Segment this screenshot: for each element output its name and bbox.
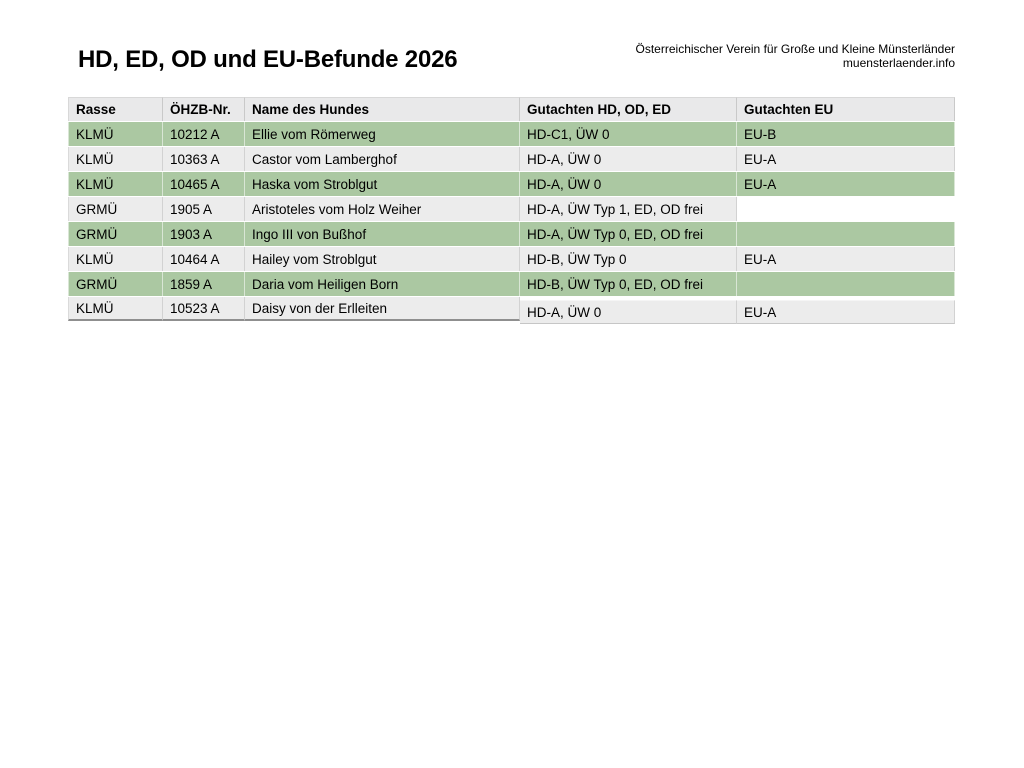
column-header-rasse: Rasse [68,97,163,121]
cell-gutachten-eu: EU-B [737,122,955,146]
cell-oehzb-nr: 1903 A [163,222,245,246]
cell-gutachten-hd-od-ed: HD-A, ÜW Typ 1, ED, OD frei [520,197,737,221]
cell-oehzb-nr: 1905 A [163,197,245,221]
cell-gutachten-eu: EU-A [737,172,955,196]
cell-name: Daria vom Heiligen Born [245,272,520,296]
cell-name: Ingo III von Bußhof [245,222,520,246]
cell-oehzb-nr: 10464 A [163,247,245,271]
cell-name: Haska vom Stroblgut [245,172,520,196]
table-row: GRMÜ 1859 A Daria vom Heiligen Born HD-B… [68,272,955,296]
cell-rasse: GRMÜ [68,197,163,221]
cell-rasse: KLMÜ [68,247,163,271]
cell-gutachten-eu: EU-A [737,300,955,324]
cell-oehzb-nr: 10212 A [163,122,245,146]
table-row: KLMÜ 10523 A Daisy von der Erlleiten HD-… [68,297,955,324]
cell-oehzb-nr: 10465 A [163,172,245,196]
cell-name: Daisy von der Erlleiten [245,297,520,321]
cell-gutachten-hd-od-ed: HD-A, ÜW 0 [520,300,737,324]
cell-gutachten-eu [737,197,955,221]
cell-name: Castor vom Lamberghof [245,147,520,171]
cell-oehzb-nr: 10363 A [163,147,245,171]
cell-gutachten-eu [737,222,955,246]
table-row: KLMÜ 10464 A Hailey vom Stroblgut HD-B, … [68,247,955,271]
organization-block: Österreichischer Verein für Große und Kl… [636,42,955,70]
cell-gutachten-eu [737,272,955,296]
cell-rasse: GRMÜ [68,272,163,296]
table-header-row: Rasse ÖHZB-Nr. Name des Hundes Gutachten… [68,97,955,121]
cell-gutachten-hd-od-ed: HD-C1, ÜW 0 [520,122,737,146]
cell-rasse: KLMÜ [68,297,163,321]
cell-name: Aristoteles vom Holz Weiher [245,197,520,221]
cell-rasse: KLMÜ [68,172,163,196]
cell-gutachten-hd-od-ed: HD-B, ÜW Typ 0 [520,247,737,271]
cell-oehzb-nr: 1859 A [163,272,245,296]
column-header-oehzb-nr: ÖHZB-Nr. [163,97,245,121]
cell-gutachten-hd-od-ed: HD-A, ÜW Typ 0, ED, OD frei [520,222,737,246]
cell-rasse: GRMÜ [68,222,163,246]
cell-rasse: KLMÜ [68,122,163,146]
cell-name: Ellie vom Römerweg [245,122,520,146]
cell-gutachten-eu: EU-A [737,147,955,171]
organization-name: Österreichischer Verein für Große und Kl… [635,42,955,56]
table-row: GRMÜ 1905 A Aristoteles vom Holz Weiher … [68,197,955,221]
cell-gutachten-eu: EU-A [737,247,955,271]
page-title: HD, ED, OD und EU-Befunde 2026 [78,46,458,73]
column-header-gutachten-eu: Gutachten EU [737,97,955,121]
table-row: KLMÜ 10363 A Castor vom Lamberghof HD-A,… [68,147,955,171]
cell-gutachten-hd-od-ed: HD-B, ÜW Typ 0, ED, OD frei [520,272,737,296]
cell-gutachten-hd-od-ed: HD-A, ÜW 0 [520,147,737,171]
organization-website: muensterlaender.info [842,56,955,70]
table-row: KLMÜ 10465 A Haska vom Stroblgut HD-A, Ü… [68,172,955,196]
befunde-table: Rasse ÖHZB-Nr. Name des Hundes Gutachten… [68,96,955,324]
cell-rasse: KLMÜ [68,147,163,171]
cell-oehzb-nr: 10523 A [163,297,245,321]
table-row: KLMÜ 10212 A Ellie vom Römerweg HD-C1, Ü… [68,122,955,146]
cell-name: Hailey vom Stroblgut [245,247,520,271]
cell-gutachten-hd-od-ed: HD-A, ÜW 0 [520,172,737,196]
column-header-gutachten-hd-od-ed: Gutachten HD, OD, ED [520,97,737,121]
table-row: GRMÜ 1903 A Ingo III von Bußhof HD-A, ÜW… [68,222,955,246]
column-header-name-des-hundes: Name des Hundes [245,97,520,121]
